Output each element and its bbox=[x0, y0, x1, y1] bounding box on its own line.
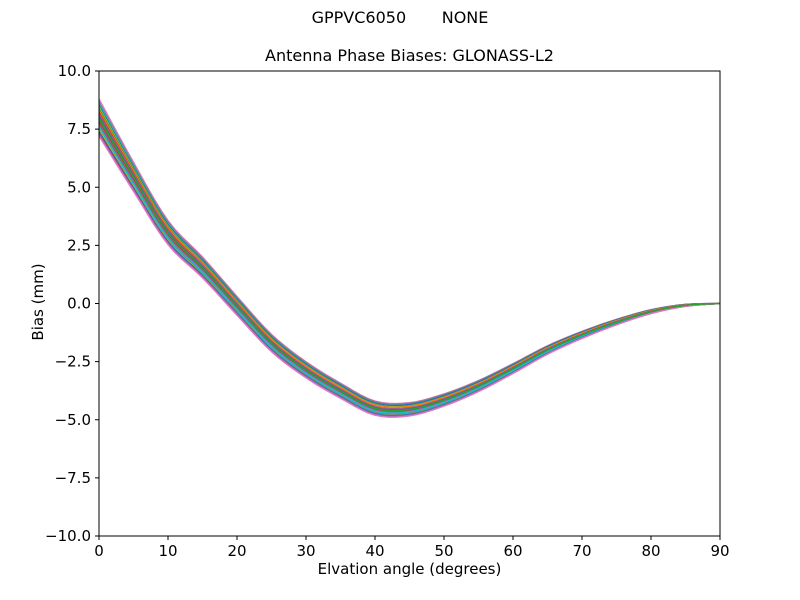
x-tick-label: 30 bbox=[296, 542, 315, 560]
x-tick-label: 90 bbox=[710, 542, 729, 560]
x-tick-label: 20 bbox=[227, 542, 246, 560]
bias-curve bbox=[99, 134, 720, 417]
y-axis-label: Bias (mm) bbox=[29, 263, 47, 341]
x-tick-label: 40 bbox=[365, 542, 384, 560]
y-tick-label: 7.5 bbox=[67, 120, 91, 138]
y-tick-label: −2.5 bbox=[55, 353, 91, 371]
bias-curve bbox=[99, 132, 720, 418]
bias-curve bbox=[99, 129, 720, 416]
axes-title: Antenna Phase Biases: GLONASS-L2 bbox=[265, 46, 554, 65]
y-tick-label: 2.5 bbox=[67, 236, 91, 254]
bias-curve bbox=[99, 131, 720, 417]
bias-curve bbox=[99, 125, 720, 414]
x-tick-label: 0 bbox=[94, 542, 104, 560]
y-tick-label: −5.0 bbox=[55, 411, 91, 429]
y-tick-label: 10.0 bbox=[58, 62, 91, 80]
bias-curve bbox=[99, 110, 720, 409]
y-tick-label: −7.5 bbox=[55, 469, 91, 487]
figure-suptitle: GPPVC6050 NONE bbox=[311, 8, 489, 27]
bias-curve bbox=[99, 127, 720, 415]
bias-curve bbox=[99, 135, 720, 418]
x-tick-label: 60 bbox=[503, 542, 522, 560]
x-axis-label: Elvation angle (degrees) bbox=[317, 560, 502, 578]
y-tick-label: 0.0 bbox=[67, 295, 91, 313]
bias-curve bbox=[99, 105, 720, 407]
y-tick-label: 5.0 bbox=[67, 178, 91, 196]
x-tick-label: 70 bbox=[572, 542, 591, 560]
x-tick-label: 50 bbox=[434, 542, 453, 560]
axes-box bbox=[98, 70, 721, 537]
x-tick-label: 10 bbox=[158, 542, 177, 560]
bias-curve bbox=[99, 117, 720, 412]
y-tick-label: −10.0 bbox=[45, 527, 91, 545]
x-tick-label: 80 bbox=[641, 542, 660, 560]
